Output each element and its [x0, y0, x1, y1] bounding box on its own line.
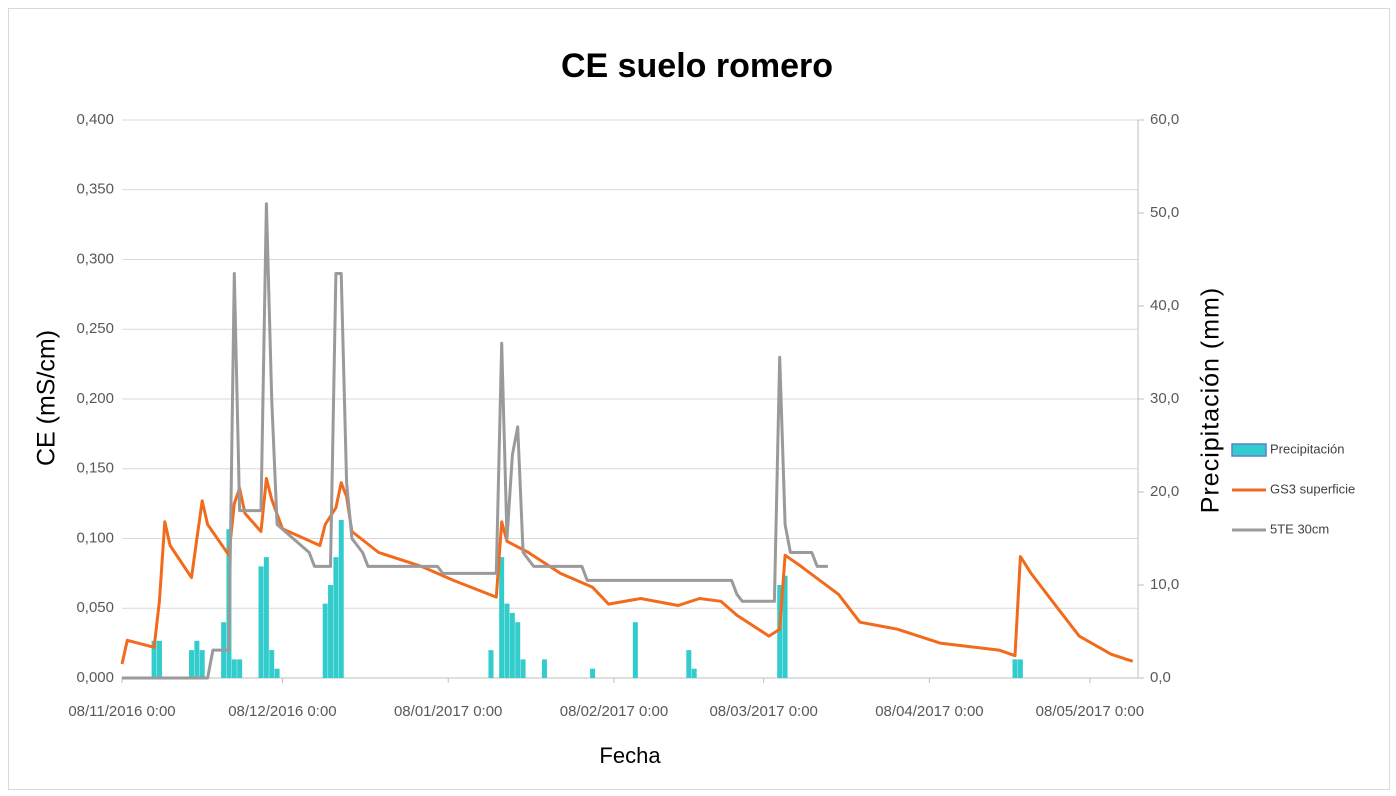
bar [782, 575, 788, 678]
y2-tick-label: 50,0 [1150, 204, 1179, 221]
legend-label: GS3 superficie [1270, 481, 1355, 496]
x-tick-label: 08/05/2017 0:00 [1036, 703, 1144, 720]
bar [509, 612, 515, 678]
chart-title: CE suelo romero [561, 47, 833, 85]
y2-tick-label: 0,0 [1150, 669, 1171, 686]
bar [777, 585, 783, 678]
x-tick-label: 08/12/2016 0:00 [228, 703, 336, 720]
bar [338, 519, 344, 678]
y-axis-title: CE (mS/cm) [33, 330, 61, 466]
bar [499, 557, 505, 678]
y-tick-label: 0,150 [76, 460, 114, 477]
bar [333, 557, 339, 678]
bar [1017, 659, 1023, 678]
y2-tick-label: 30,0 [1150, 390, 1179, 407]
y2-tick-label: 10,0 [1150, 576, 1179, 593]
bar [231, 659, 237, 678]
bar [199, 650, 205, 678]
bar [263, 557, 269, 678]
bar [541, 659, 547, 678]
y-tick-label: 0,300 [76, 250, 114, 267]
y-tick-label: 0,200 [76, 390, 114, 407]
bar [632, 622, 638, 678]
x-axis-title: Fecha [599, 743, 661, 768]
bar [328, 585, 334, 678]
bar [274, 668, 280, 678]
bar [237, 659, 243, 678]
legend-label: Precipitación [1270, 441, 1344, 456]
y2-tick-label: 20,0 [1150, 483, 1179, 500]
y-tick-label: 0,250 [76, 320, 114, 337]
x-tick-label: 08/11/2016 0:00 [68, 703, 175, 720]
x-tick-label: 08/03/2017 0:00 [709, 703, 817, 720]
bar [194, 640, 200, 678]
bar [515, 622, 521, 678]
bar [504, 603, 510, 678]
y-tick-label: 0,100 [76, 529, 114, 546]
bar [258, 566, 264, 678]
y2-tick-label: 60,0 [1150, 111, 1179, 128]
y2-axis-title: Precipitación (mm) [1197, 287, 1225, 513]
bar [156, 640, 162, 678]
bar [189, 650, 195, 678]
legend-label: 5TE 30cm [1270, 521, 1329, 536]
bar [686, 650, 692, 678]
y-tick-label: 0,400 [76, 111, 114, 128]
x-tick-label: 08/04/2017 0:00 [875, 703, 983, 720]
line-series [120, 477, 1134, 665]
x-tick-label: 08/01/2017 0:00 [394, 703, 502, 720]
bar [691, 668, 697, 678]
bar [322, 603, 328, 678]
bar [269, 650, 275, 678]
bar [488, 650, 494, 678]
y-tick-label: 0,050 [76, 599, 114, 616]
legend-swatch [1231, 443, 1267, 457]
bar [151, 640, 157, 678]
y-tick-label: 0,000 [76, 669, 114, 686]
line-series [122, 202, 828, 680]
y2-tick-label: 40,0 [1150, 297, 1179, 314]
y-tick-label: 0,350 [76, 181, 114, 198]
bar [1012, 659, 1018, 678]
bar [520, 659, 526, 678]
x-tick-label: 08/02/2017 0:00 [560, 703, 668, 720]
bar [590, 668, 596, 678]
